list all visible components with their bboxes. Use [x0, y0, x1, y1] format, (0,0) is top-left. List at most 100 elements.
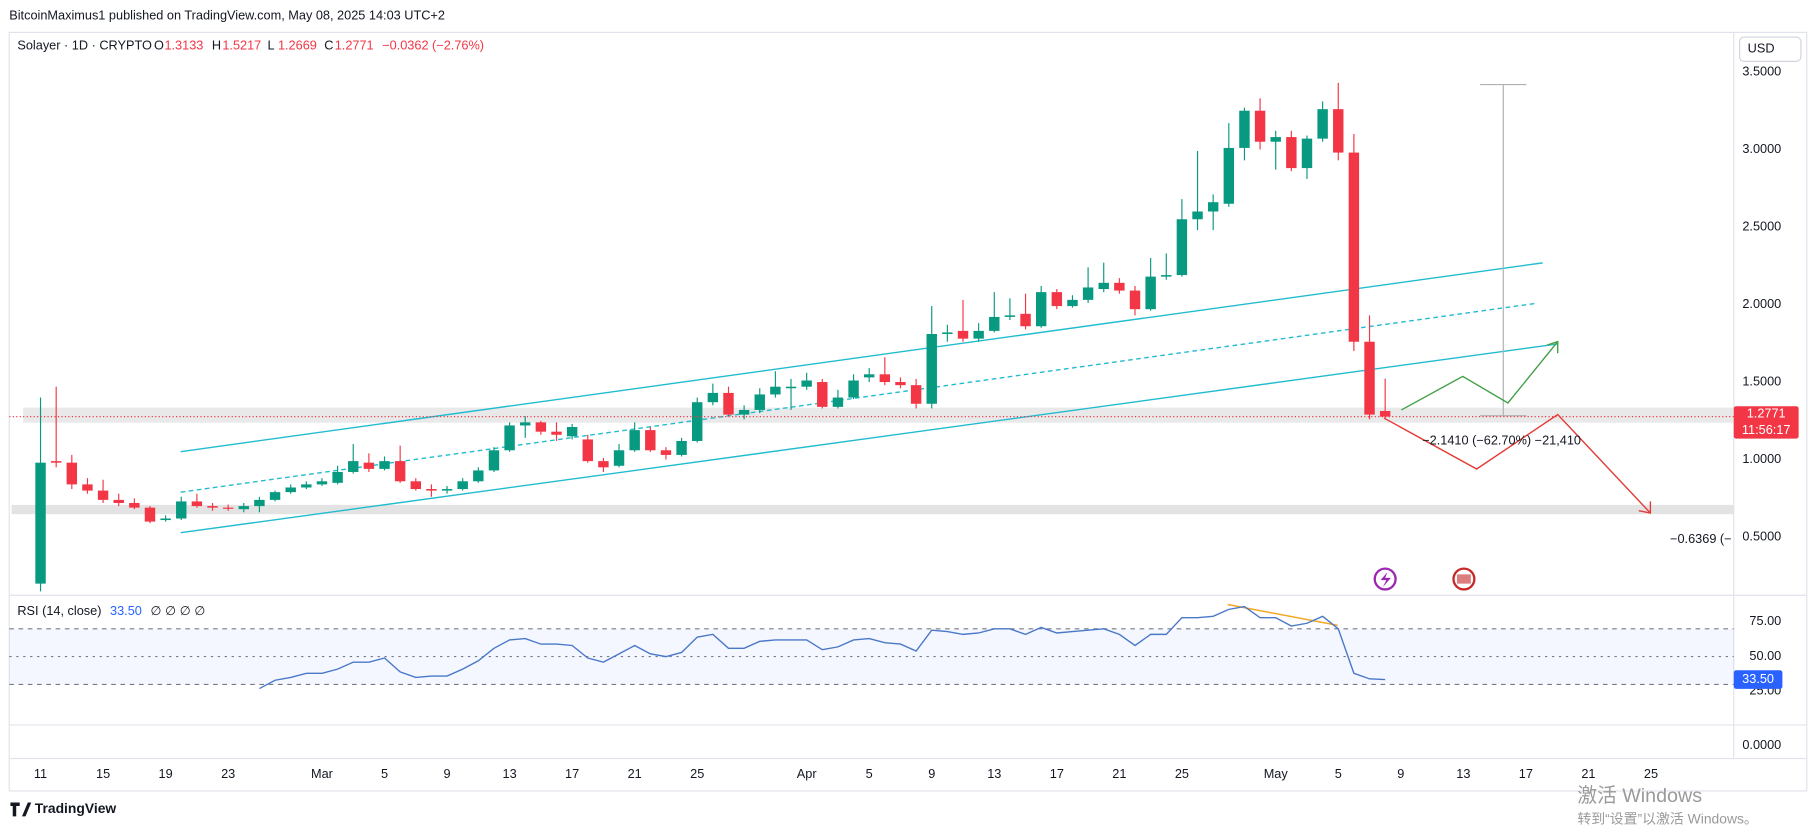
candle-body	[144, 507, 156, 522]
event-icon-bolt	[1380, 572, 1391, 588]
candle-body	[1270, 137, 1281, 142]
rsi-tick-label: 50.00	[1749, 648, 1781, 663]
candle-body	[1317, 109, 1328, 139]
y-tick-label: 1.0000	[1742, 451, 1781, 466]
channel-line	[180, 262, 1543, 453]
frame	[8, 31, 1808, 792]
candle-body	[1098, 282, 1109, 290]
candle-body	[1051, 292, 1063, 307]
candle-body	[1364, 341, 1375, 415]
candle-body	[316, 481, 328, 485]
ohlc-key: L	[268, 38, 275, 53]
publisher: BitcoinMaximus1 published on TradingView…	[9, 8, 445, 23]
pane-tick-label: 0.0000	[1742, 737, 1781, 752]
candle-body	[785, 386, 797, 389]
x-tick-label: 17	[1050, 766, 1064, 781]
candle-body	[97, 490, 109, 500]
candle-body	[770, 386, 781, 395]
candle-body	[1020, 313, 1031, 327]
currency: USD	[1748, 41, 1775, 56]
measure-label: −0.6369 (−	[1670, 531, 1732, 546]
candle-body	[848, 380, 859, 398]
candle-body	[645, 430, 656, 451]
rsi-extras: ∅ ∅ ∅ ∅	[151, 603, 206, 618]
candle-body	[426, 489, 437, 491]
currency-button[interactable]	[1738, 36, 1802, 62]
candle-body	[113, 499, 124, 503]
x-tick-label: 21	[1581, 766, 1595, 781]
logo-mark	[10, 802, 32, 817]
candle-body	[222, 507, 234, 509]
ohlc-value: 1.5217	[222, 38, 261, 53]
support-zone	[23, 407, 1734, 423]
x-tick-label: May	[1264, 766, 1289, 781]
ohlc-value: 1.2771	[335, 38, 374, 53]
event-icon[interactable]	[1373, 567, 1397, 591]
rsi-tick-label: 75.00	[1749, 613, 1781, 628]
candle-body	[817, 382, 828, 407]
candle-body	[82, 484, 93, 491]
candle-body	[1035, 292, 1047, 327]
ohlc-value: 1.2669	[278, 38, 317, 53]
last-price-label: 1.2771	[1747, 406, 1786, 421]
last-price-box	[1733, 406, 1799, 439]
candle-body	[942, 332, 953, 334]
candle-body	[520, 422, 531, 426]
candle-body	[989, 316, 1000, 331]
rsi-title: RSI (14, close)	[17, 603, 101, 618]
candle-body	[488, 450, 500, 471]
x-tick-label: 19	[159, 766, 173, 781]
x-tick-label: 25	[1644, 766, 1658, 781]
x-tick-label: 25	[690, 766, 704, 781]
candle-body	[410, 481, 421, 490]
candle-body	[1348, 152, 1360, 342]
candle-body	[457, 481, 468, 490]
candle-body	[160, 518, 171, 521]
candle-body	[723, 392, 734, 415]
countdown: 11:56:17	[1742, 422, 1791, 437]
candle-body	[473, 470, 484, 482]
y-tick-label: 1.5000	[1742, 373, 1781, 388]
rsi-last-box	[1733, 670, 1783, 689]
y-tick-label: 2.5000	[1742, 218, 1781, 233]
y-tick-label: 2.0000	[1742, 296, 1781, 311]
rsi-last-label: 33.50	[1742, 671, 1774, 686]
candle-body	[1192, 211, 1203, 220]
footer-logo[interactable]: TradingView	[35, 800, 117, 816]
candle-body	[1176, 219, 1188, 276]
candle-body	[660, 450, 672, 455]
candle-body	[598, 461, 609, 468]
watermark: 转到“设置”以激活 Windows。	[1577, 811, 1757, 827]
x-tick-label: 13	[503, 766, 517, 781]
candle-body	[301, 484, 312, 488]
candle-body	[35, 462, 46, 584]
candle-body	[379, 461, 390, 469]
candle-body	[566, 427, 578, 437]
candle-body	[50, 461, 62, 463]
bear-path	[1383, 413, 1651, 514]
candle-body	[348, 461, 359, 472]
ohlc-value: 1.3133	[164, 38, 203, 53]
x-tick-label: Mar	[311, 766, 334, 781]
channel-mid	[180, 302, 1536, 493]
x-tick-label: 17	[1519, 766, 1533, 781]
y-tick-label: 3.5000	[1742, 63, 1781, 78]
x-tick-label: 9	[928, 766, 935, 781]
x-tick-label: 21	[628, 766, 642, 781]
candle-body	[1082, 287, 1094, 300]
candle-body	[535, 422, 547, 432]
candle-body	[66, 462, 78, 485]
x-tick-label: 11	[34, 766, 47, 781]
support-zone	[11, 504, 1734, 515]
candle-body	[363, 462, 375, 469]
candle-body	[504, 425, 515, 451]
candle-body	[1254, 110, 1266, 142]
symbol: Solayer · 1D · CRYPTO	[17, 38, 152, 53]
candle-body	[207, 506, 218, 508]
candle-body	[707, 392, 719, 403]
candle-body	[613, 450, 625, 466]
bull-path	[1401, 341, 1559, 411]
candle-body	[754, 394, 765, 410]
